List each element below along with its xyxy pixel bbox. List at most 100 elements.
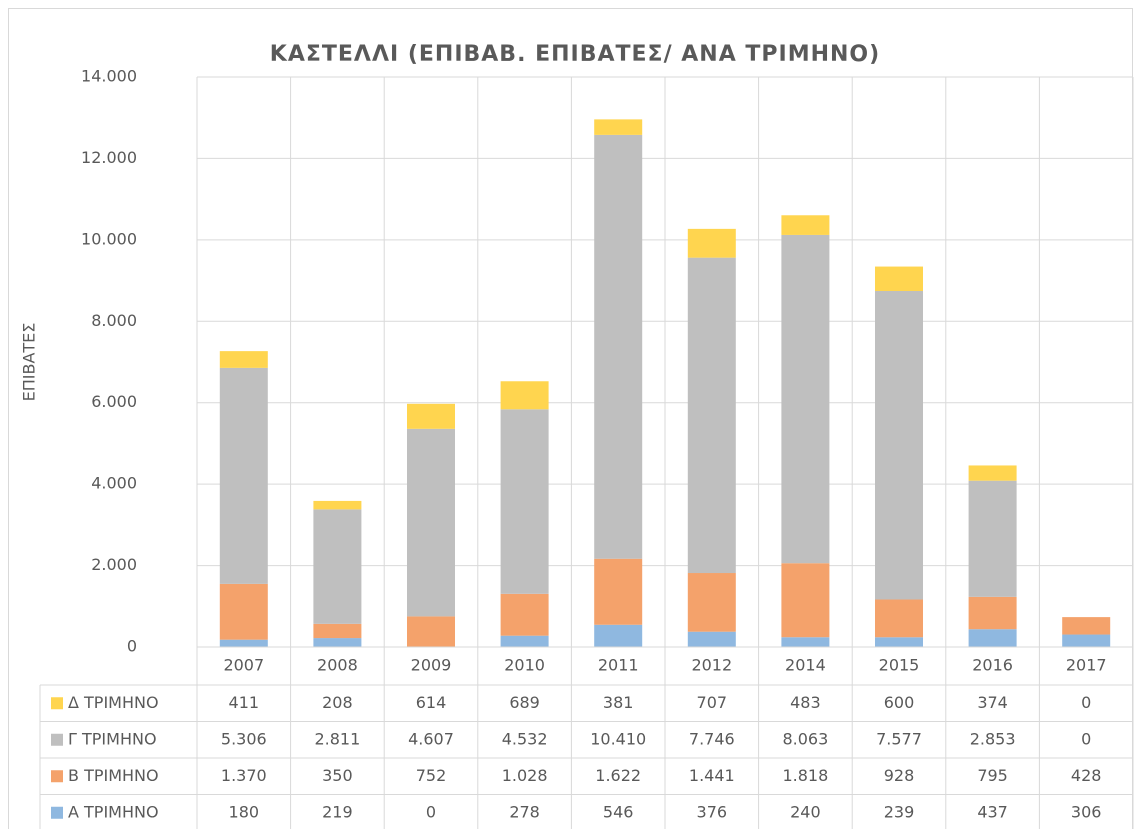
table-cell: 546 (603, 802, 634, 821)
bar-segment (594, 119, 643, 135)
bar-segment (594, 624, 643, 647)
table-cell: 2.853 (970, 729, 1016, 748)
table-cell: 7.746 (689, 729, 735, 748)
legend-swatch (51, 770, 63, 783)
bar-segment (219, 367, 268, 584)
table-cell: 8.063 (782, 729, 828, 748)
table-cell: 376 (697, 802, 728, 821)
table-cell: 437 (977, 802, 1008, 821)
table-cell: 928 (884, 766, 915, 785)
bar-segment (781, 215, 830, 235)
table-cell: 278 (509, 802, 540, 821)
table-cell: 1.441 (689, 766, 735, 785)
legend-label: Γ ΤΡΙΜΗΝΟ (68, 729, 157, 748)
bar-segment (594, 134, 643, 559)
bar-segment (313, 638, 362, 647)
y-axis-label: ΕΠΙΒΑΤΕΣ (20, 323, 39, 402)
bar-segment (500, 635, 549, 647)
table-cell: 600 (884, 693, 915, 712)
bar-segment (407, 428, 455, 617)
table-cell: 4.532 (502, 729, 548, 748)
bar-segment (500, 381, 549, 410)
bar-segment (687, 257, 736, 574)
table-cell: 2.811 (314, 729, 360, 748)
bar-segment (219, 351, 268, 368)
table-cell: 381 (603, 693, 634, 712)
bar-segment (968, 480, 1017, 597)
table-cell: 180 (229, 802, 260, 821)
y-tick-label: 14.000 (81, 67, 137, 86)
table-cell: 350 (322, 766, 353, 785)
y-tick-label: 10.000 (81, 229, 137, 248)
bar-segment (219, 639, 268, 647)
bar-segment (1062, 617, 1111, 635)
x-tick-label: 2016 (972, 656, 1013, 675)
table-cell: 4.607 (408, 729, 454, 748)
chart-border (8, 8, 1133, 829)
table-cell: 10.410 (590, 729, 646, 748)
x-tick-label: 2017 (1066, 656, 1107, 675)
table-cell: 5.306 (221, 729, 267, 748)
x-tick-label: 2015 (879, 656, 920, 675)
table-cell: 428 (1071, 766, 1102, 785)
x-tick-label: 2014 (785, 656, 826, 675)
table-cell: 0 (1081, 729, 1091, 748)
table-cell: 0 (1081, 693, 1091, 712)
y-tick-label: 4.000 (91, 474, 137, 493)
table-cell: 1.370 (221, 766, 267, 785)
x-tick-label: 2010 (504, 656, 545, 675)
table-cell: 239 (884, 802, 915, 821)
table-cell: 1.818 (782, 766, 828, 785)
bar-segment (313, 500, 362, 510)
bar-segment (594, 558, 643, 625)
bar-segment (407, 403, 455, 429)
bar-segment (500, 409, 549, 594)
table-cell: 689 (509, 693, 540, 712)
table-cell: 306 (1071, 802, 1102, 821)
bar-segment (687, 573, 736, 632)
x-tick-label: 2007 (223, 656, 264, 675)
table-cell: 1.028 (502, 766, 548, 785)
legend-label: Β ΤΡΙΜΗΝΟ (68, 766, 159, 785)
bar-segment (500, 593, 549, 636)
chart-title: ΚΑΣΤΕΛΛΙ (ΕΠΙΒΑΒ. ΕΠΙΒΑΤΕΣ/ ΑΝΑ ΤΡΙΜΗΝΟ) (270, 42, 880, 67)
x-tick-label: 2011 (598, 656, 639, 675)
table-cell: 240 (790, 802, 821, 821)
bar-segment (781, 563, 830, 638)
table-cell: 795 (977, 766, 1008, 785)
bar-segment (875, 266, 923, 291)
table-cell: 752 (416, 766, 447, 785)
bar-segment (781, 637, 830, 647)
table-cell: 411 (229, 693, 260, 712)
y-tick-label: 12.000 (81, 148, 137, 167)
y-tick-label: 6.000 (91, 392, 137, 411)
table-cell: 1.622 (595, 766, 641, 785)
table-cell: 483 (790, 693, 821, 712)
legend-label: Α ΤΡΙΜΗΝΟ (68, 802, 159, 821)
y-tick-label: 2.000 (91, 555, 137, 574)
x-tick-label: 2009 (411, 656, 452, 675)
table-cell: 374 (977, 693, 1008, 712)
table-cell: 219 (322, 802, 353, 821)
legend-swatch (51, 806, 63, 819)
bar-segment (875, 290, 923, 600)
bar-segment (313, 623, 362, 639)
y-tick-label: 8.000 (91, 311, 137, 330)
bar-segment (687, 631, 736, 647)
bar-segment (313, 509, 362, 624)
y-tick-label: 0 (127, 637, 137, 656)
table-cell: 614 (416, 693, 447, 712)
bar-segment (219, 583, 268, 640)
legend-swatch (51, 733, 63, 746)
table-cell: 208 (322, 693, 353, 712)
bar-segment (781, 234, 830, 564)
x-tick-label: 2012 (691, 656, 732, 675)
bar-segment (968, 596, 1017, 630)
legend-swatch (51, 697, 63, 710)
table-cell: 0 (426, 802, 436, 821)
bar-segment (968, 629, 1017, 647)
bar-segment (687, 228, 736, 258)
bar-segment (875, 599, 923, 638)
bar-segment (968, 465, 1017, 481)
